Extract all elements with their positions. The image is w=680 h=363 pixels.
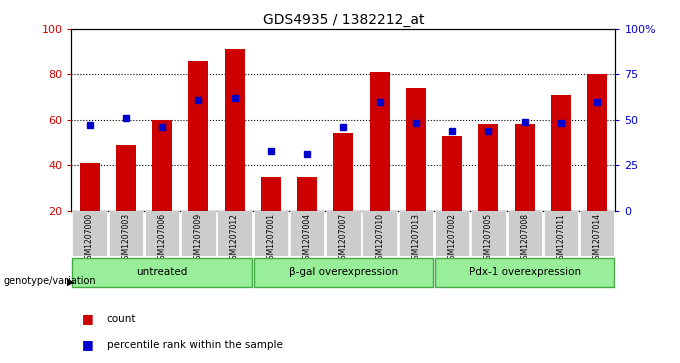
Text: GSM1207005: GSM1207005 [484, 213, 493, 264]
Text: GSM1207013: GSM1207013 [411, 213, 420, 264]
Text: GSM1207004: GSM1207004 [303, 213, 311, 264]
Bar [370, 72, 390, 211]
Text: GSM1207001: GSM1207001 [267, 213, 275, 264]
Bar [152, 120, 172, 211]
Title: GDS4935 / 1382212_at: GDS4935 / 1382212_at [262, 13, 424, 26]
Bar [224, 49, 245, 211]
Bar [515, 124, 534, 211]
Bar [218, 211, 252, 256]
Bar [326, 211, 360, 256]
Text: ▶: ▶ [67, 276, 74, 286]
Bar [72, 258, 252, 287]
Text: ■: ■ [82, 338, 94, 351]
Bar [580, 211, 615, 256]
Text: GSM1207008: GSM1207008 [520, 213, 529, 264]
Bar [72, 211, 107, 256]
Bar [398, 211, 433, 256]
Bar [471, 211, 506, 256]
Bar [116, 145, 136, 211]
Bar [406, 88, 426, 211]
Bar [435, 258, 615, 287]
Text: β-gal overexpression: β-gal overexpression [289, 267, 398, 277]
Text: genotype/variation: genotype/variation [3, 276, 96, 286]
Bar [254, 211, 288, 256]
Text: GSM1207003: GSM1207003 [121, 213, 131, 264]
Text: GSM1207012: GSM1207012 [230, 213, 239, 264]
Bar [479, 124, 498, 211]
Bar [333, 133, 354, 211]
Text: GSM1207011: GSM1207011 [556, 213, 566, 264]
Text: GSM1207009: GSM1207009 [194, 213, 203, 264]
Bar [290, 211, 324, 256]
Bar [544, 211, 578, 256]
Text: untreated: untreated [137, 267, 188, 277]
Text: Pdx-1 overexpression: Pdx-1 overexpression [469, 267, 581, 277]
Bar [181, 211, 216, 256]
Text: GSM1207006: GSM1207006 [158, 213, 167, 264]
Bar [551, 95, 571, 211]
Text: GSM1207000: GSM1207000 [85, 213, 94, 264]
Bar [109, 211, 143, 256]
Bar [507, 211, 542, 256]
Bar [435, 211, 469, 256]
Text: ■: ■ [82, 312, 94, 325]
Text: GSM1207002: GSM1207002 [447, 213, 457, 264]
Bar [261, 176, 281, 211]
Bar [362, 211, 397, 256]
Text: GSM1207010: GSM1207010 [375, 213, 384, 264]
Text: count: count [107, 314, 136, 324]
Text: GSM1207007: GSM1207007 [339, 213, 348, 264]
Bar [145, 211, 180, 256]
Bar [254, 258, 433, 287]
Text: GSM1207014: GSM1207014 [593, 213, 602, 264]
Bar [442, 136, 462, 211]
Text: percentile rank within the sample: percentile rank within the sample [107, 340, 283, 350]
Bar [297, 176, 317, 211]
Bar [588, 74, 607, 211]
Bar [188, 61, 208, 211]
Bar [80, 163, 99, 211]
